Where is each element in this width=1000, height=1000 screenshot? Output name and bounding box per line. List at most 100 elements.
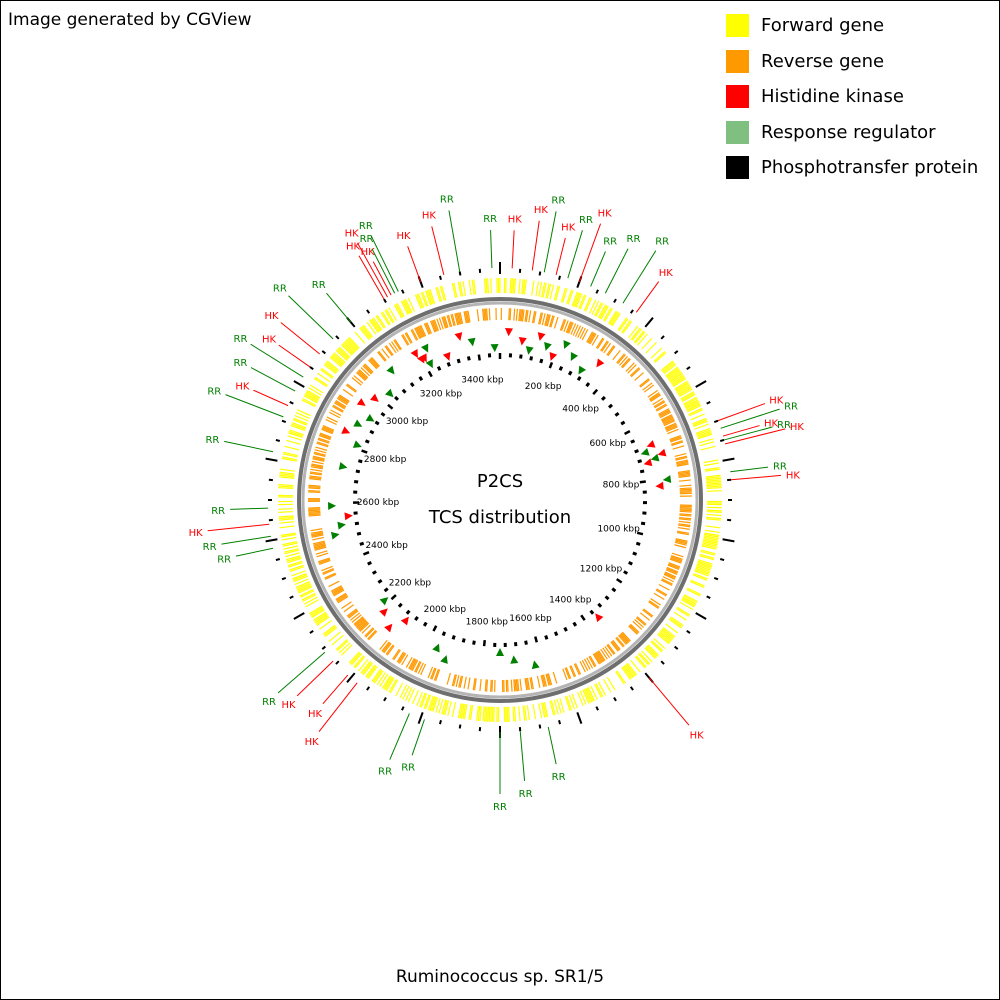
inner-minor-tick (623, 570, 629, 575)
forward-gene-mark (403, 299, 412, 314)
forward-gene-track (278, 278, 722, 722)
callout-line (511, 230, 515, 269)
reverse-gene-mark (595, 337, 604, 349)
hk-marker (646, 440, 656, 448)
reverse-gene-mark (447, 314, 453, 327)
reverse-gene-mark (536, 675, 541, 688)
reverse-gene-mark (679, 516, 692, 520)
inner-major-tick (548, 362, 554, 369)
rr-label: RR (551, 196, 565, 207)
inner-minor-tick (356, 531, 362, 536)
hk-marker (379, 608, 388, 617)
forward-gene-mark (583, 296, 591, 312)
forward-gene-mark (660, 630, 673, 641)
forward-gene-mark (279, 474, 295, 478)
forward-gene-mark (301, 592, 316, 601)
legend-item-histidine-kinase: Histidine kinase (726, 79, 978, 115)
reverse-gene-mark (516, 679, 520, 692)
forward-gene-mark (417, 293, 425, 308)
reverse-gene-mark (579, 327, 586, 340)
inner-major-tick (361, 449, 368, 454)
inner-minor-tick (353, 479, 359, 484)
inner-minor-tick (544, 635, 549, 640)
reverse-gene-mark (358, 369, 369, 379)
forward-gene-mark (297, 584, 312, 593)
forward-gene-mark (419, 692, 426, 708)
outer-minor-tick (458, 271, 462, 276)
reverse-gene-mark (455, 675, 460, 688)
reverse-gene-mark (318, 558, 331, 564)
inner-major-tick (616, 578, 623, 584)
reverse-gene-mark (368, 630, 378, 641)
forward-gene-mark (313, 611, 327, 621)
forward-gene-mark (308, 387, 322, 396)
reverse-gene-mark (308, 511, 321, 514)
reverse-gene-mark (678, 520, 691, 524)
reverse-gene-mark (405, 332, 413, 344)
forward-gene-mark (407, 688, 416, 703)
forward-gene-mark (278, 485, 294, 488)
inner-minor-tick (394, 395, 400, 401)
inner-major-tick (362, 551, 370, 556)
reverse-gene-mark (308, 484, 321, 487)
forward-gene-mark (586, 687, 594, 702)
forward-gene-mark (696, 429, 711, 436)
rr-label: RR (233, 358, 247, 369)
forward-gene-mark (331, 634, 344, 646)
forward-gene-mark (404, 298, 413, 313)
callout-line (230, 507, 269, 510)
forward-gene-mark (690, 413, 705, 421)
forward-gene-mark (316, 616, 330, 626)
reverse-gene-mark (364, 363, 374, 373)
reverse-gene-mark (669, 558, 682, 564)
reverse-gene-mark (324, 573, 337, 580)
reverse-gene-mark (318, 557, 330, 563)
reverse-gene-mark (648, 600, 660, 608)
reverse-gene-mark (679, 508, 692, 510)
forward-gene-mark (579, 690, 587, 705)
forward-gene-mark (639, 652, 651, 665)
reverse-gene-mark (405, 656, 413, 668)
reverse-gene-mark (368, 359, 378, 370)
reverse-gene-mark (552, 671, 558, 684)
legend-item-phosphotransfer-protein: Phosphotransfer protein (726, 150, 978, 186)
reverse-gene-mark (482, 308, 485, 321)
forward-gene-mark (704, 466, 720, 471)
reverse-gene-mark (330, 585, 342, 592)
inner-minor-tick (422, 621, 428, 627)
forward-gene-mark (371, 318, 382, 332)
reverse-gene-mark (438, 317, 444, 330)
outer-major-tick (346, 672, 356, 683)
reverse-gene-mark (311, 534, 324, 538)
forward-gene-mark (669, 617, 683, 628)
reverse-gene-mark (676, 462, 689, 466)
forward-gene-mark (574, 292, 581, 308)
reverse-gene-mark (617, 354, 626, 365)
forward-gene-mark (672, 376, 686, 386)
forward-gene-mark (693, 572, 708, 580)
rr-marker (327, 502, 337, 511)
reverse-gene-mark (322, 426, 334, 432)
reverse-gene-mark (675, 455, 688, 460)
forward-gene-mark (453, 282, 458, 298)
reverse-gene-mark (546, 314, 551, 327)
reverse-gene-mark (442, 316, 448, 329)
reverse-gene-mark (652, 397, 664, 406)
reverse-gene-mark (664, 572, 676, 579)
reverse-gene-mark (670, 557, 682, 563)
reverse-gene-mark (331, 586, 343, 594)
forward-gene-mark (485, 706, 488, 722)
outer-minor-tick (558, 275, 562, 281)
reverse-gene-mark (547, 673, 553, 686)
forward-gene-mark (686, 588, 701, 597)
forward-gene-mark (336, 640, 349, 652)
forward-gene-mark (559, 697, 565, 713)
reverse-gene-mark (356, 619, 367, 629)
inner-major-tick (636, 531, 644, 536)
forward-gene-mark (435, 697, 441, 713)
legend-label: Forward gene (761, 15, 885, 37)
outer-minor-tick (275, 558, 281, 562)
forward-gene-mark (562, 288, 568, 303)
forward-gene-mark (444, 700, 450, 716)
forward-gene-mark (385, 309, 395, 323)
